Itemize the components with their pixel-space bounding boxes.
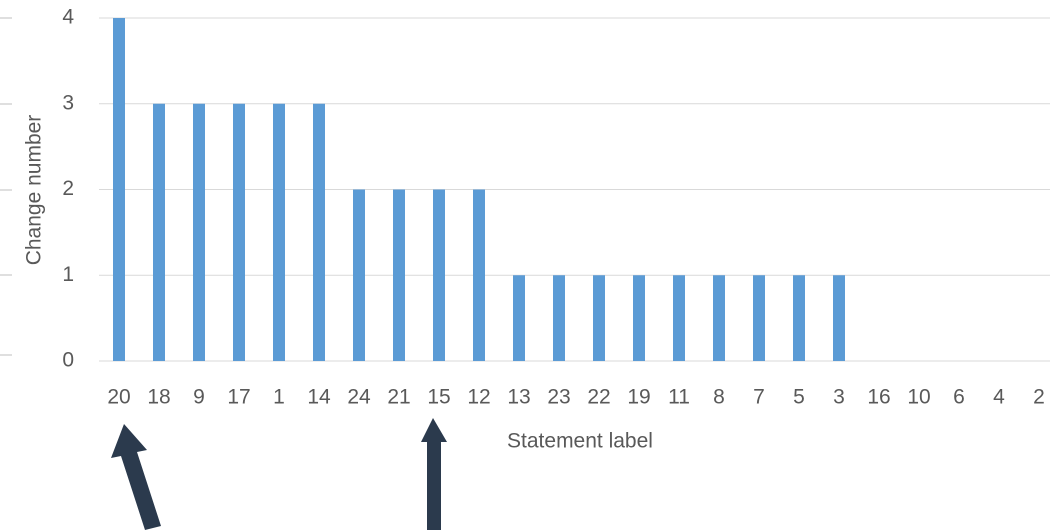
x-tick-label: 2 bbox=[1033, 386, 1045, 409]
bar bbox=[353, 189, 365, 361]
x-tick-label: 17 bbox=[227, 386, 250, 409]
bar bbox=[193, 103, 205, 361]
bar bbox=[553, 275, 565, 361]
bar bbox=[273, 103, 285, 361]
bar bbox=[713, 275, 725, 361]
x-tick-label: 3 bbox=[833, 386, 845, 409]
x-tick-label: 20 bbox=[107, 386, 130, 409]
x-tick-label: 11 bbox=[668, 386, 690, 409]
bar bbox=[313, 103, 325, 361]
bar bbox=[633, 275, 645, 361]
bar bbox=[593, 275, 605, 361]
bar bbox=[753, 275, 765, 361]
x-tick-label: 24 bbox=[347, 386, 371, 409]
bar bbox=[833, 275, 845, 361]
y-tick-label: 4 bbox=[62, 6, 74, 29]
bar bbox=[113, 18, 125, 361]
x-tick-label: 22 bbox=[587, 386, 610, 409]
arrows bbox=[111, 418, 447, 530]
x-axis-title: Statement label bbox=[507, 430, 653, 453]
x-tick-label: 12 bbox=[467, 386, 490, 409]
bar bbox=[673, 275, 685, 361]
y-tick-label: 3 bbox=[62, 91, 74, 114]
x-tick-label: 15 bbox=[427, 386, 450, 409]
x-tick-label: 10 bbox=[907, 386, 930, 409]
bar bbox=[433, 189, 445, 361]
x-tick-label: 8 bbox=[713, 386, 725, 409]
x-tick-label: 16 bbox=[867, 386, 890, 409]
x-tick-label: 19 bbox=[627, 386, 650, 409]
arrow bbox=[421, 418, 447, 530]
x-tick-label: 6 bbox=[953, 386, 965, 409]
y-tick-label: 1 bbox=[62, 263, 74, 286]
x-tick-label: 7 bbox=[753, 386, 765, 409]
x-tick-label: 5 bbox=[793, 386, 805, 409]
y-axis-title: Change number bbox=[23, 115, 46, 266]
bar bbox=[393, 189, 405, 361]
bar bbox=[233, 103, 245, 361]
arrow bbox=[111, 424, 161, 530]
x-tick-label: 21 bbox=[387, 386, 410, 409]
bar bbox=[513, 275, 525, 361]
x-tick-label: 1 bbox=[273, 386, 285, 409]
y-tick-label: 2 bbox=[62, 177, 74, 200]
bar bbox=[793, 275, 805, 361]
bar bbox=[153, 103, 165, 361]
x-tick-label: 14 bbox=[307, 386, 331, 409]
x-tick-label: 4 bbox=[993, 386, 1005, 409]
x-tick-label: 18 bbox=[147, 386, 170, 409]
bar bbox=[473, 189, 485, 361]
axis-stubs bbox=[0, 17, 12, 356]
y-tick-label: 0 bbox=[62, 349, 74, 372]
x-tick-label: 13 bbox=[507, 386, 530, 409]
x-tick-label: 23 bbox=[547, 386, 570, 409]
x-tick-label: 9 bbox=[193, 386, 205, 409]
